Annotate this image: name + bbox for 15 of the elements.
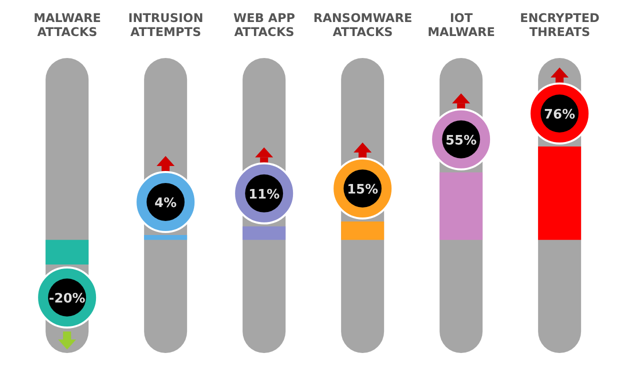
data-label: 15% bbox=[347, 182, 378, 198]
x-tick-label: WEB APP ATTACKS bbox=[233, 11, 296, 39]
data-label: -20% bbox=[48, 292, 86, 306]
x-tick-label: ENCRYPTED THREATS bbox=[520, 11, 600, 39]
data-label: 55% bbox=[446, 133, 477, 148]
data-label: 4% bbox=[154, 196, 177, 211]
bar bbox=[46, 240, 89, 264]
x-tick-label: IOT MALWARE bbox=[428, 11, 495, 39]
x-tick-label: MALWARE ATTACKS bbox=[34, 11, 101, 39]
bar bbox=[538, 146, 582, 240]
x-tick-label: RANSOMWARE ATTACKS bbox=[313, 11, 412, 39]
data-label: 76% bbox=[544, 108, 576, 122]
bar bbox=[144, 235, 188, 240]
data-label: 11% bbox=[248, 187, 280, 202]
x-tick-label: INTRUSION ATTEMPTS bbox=[128, 11, 204, 39]
